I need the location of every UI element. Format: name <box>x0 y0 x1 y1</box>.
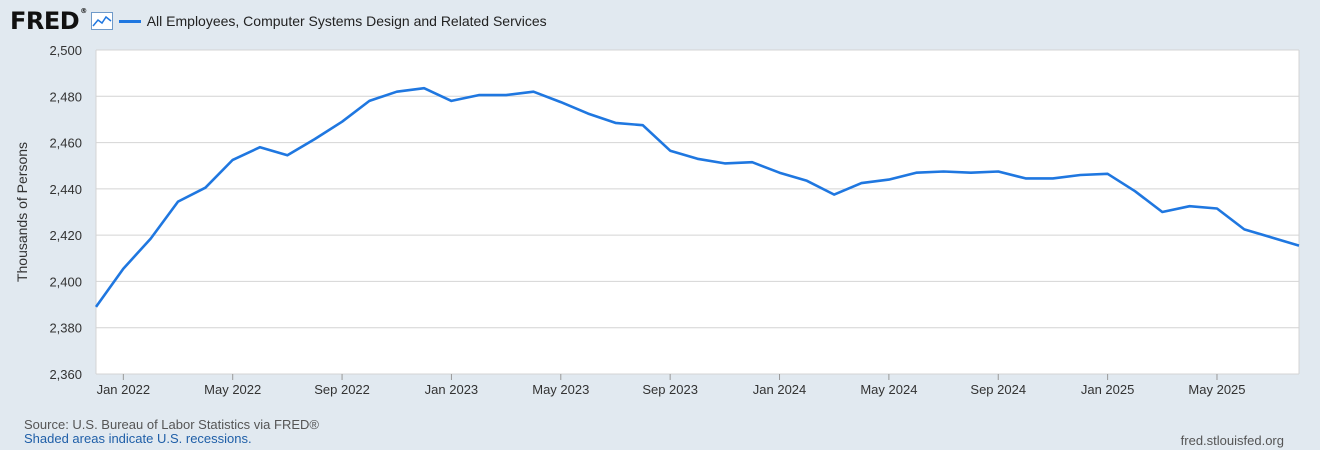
y-tick-label: 2,360 <box>49 367 82 382</box>
y-tick-label: 2,440 <box>49 182 82 197</box>
x-tick-label: May 2023 <box>532 382 589 397</box>
y-tick-label: 2,420 <box>49 228 82 243</box>
x-tick-label: Sep 2024 <box>970 382 1026 397</box>
y-tick-label: 2,480 <box>49 89 82 104</box>
x-tick-label: May 2022 <box>204 382 261 397</box>
x-tick-label: Jan 2023 <box>425 382 479 397</box>
source-note: Source: U.S. Bureau of Labor Statistics … <box>24 417 319 432</box>
x-tick-label: Sep 2023 <box>642 382 698 397</box>
x-tick-label: Jan 2024 <box>753 382 807 397</box>
fred-logo[interactable]: FRED® <box>10 7 87 35</box>
site-link[interactable]: fred.stlouisfed.org <box>1180 433 1284 448</box>
line-graph-icon <box>90 12 113 30</box>
y-tick-label: 2,380 <box>49 321 82 336</box>
chart-footer: Source: U.S. Bureau of Labor Statistics … <box>24 418 319 446</box>
plot-area <box>96 50 1299 374</box>
x-tick-label: Jan 2025 <box>1081 382 1135 397</box>
x-tick-label: May 2024 <box>860 382 917 397</box>
y-tick-label: 2,400 <box>49 274 82 289</box>
y-axis-label: Thousands of Persons <box>14 142 30 282</box>
recession-note: Shaded areas indicate U.S. recessions. <box>24 431 252 446</box>
series-line[interactable] <box>94 86 1300 308</box>
legend-swatch <box>118 19 141 23</box>
chart-header: FRED® All Employees, Computer Systems De… <box>10 6 547 36</box>
x-tick-label: Jan 2022 <box>97 382 151 397</box>
y-tick-label: 2,500 <box>49 43 82 58</box>
x-tick-label: May 2025 <box>1188 382 1245 397</box>
y-tick-label: 2,460 <box>49 136 82 151</box>
y-axis-ticks: 2,360 2,380 2,400 2,420 2,440 2,460 2,480 2,500 <box>49 43 82 382</box>
grid-lines <box>95 49 1300 375</box>
line-chart: 2,360 2,380 2,400 2,420 2,440 2,460 2,480 2,500… <box>14 43 1300 397</box>
series-group <box>94 86 1300 308</box>
legend-label: All Employees, Computer Systems Design a… <box>146 13 547 29</box>
x-tick-label: Sep 2022 <box>314 382 370 397</box>
x-axis-ticks: Jan 2022 May 2022 Sep 2022 Jan 2023 May 2023… <box>97 374 1246 397</box>
